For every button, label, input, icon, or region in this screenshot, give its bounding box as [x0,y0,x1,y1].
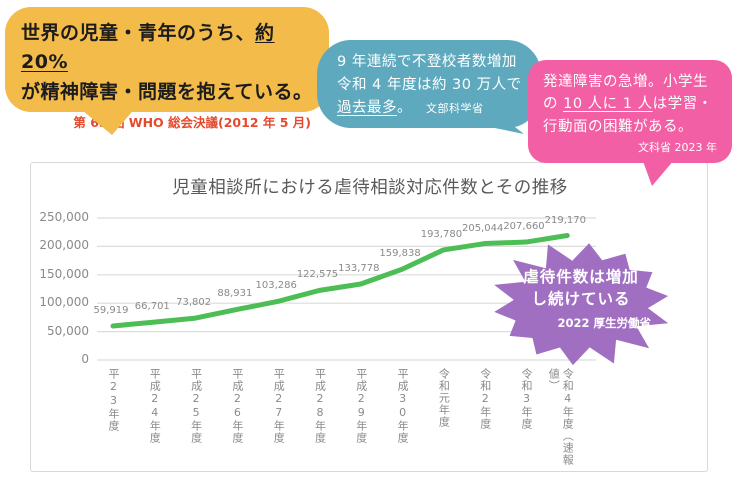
futoko-bubble-text: 9 年連続で不登校者数増加 令和 4 年度は約 30 万人で 過去最多。 文部科学… [337,51,523,121]
who-speech-bubble: 世界の児童・青年のうち、約 20% が精神障害・問題を抱えている。 第 65 回… [5,7,329,130]
futoko-bubble-tail [456,110,524,134]
data-label: 159,838 [379,248,421,260]
starburst-source-citation: 2022 厚生労働省 [557,315,651,330]
x-axis-label: 平成30年度 [396,368,410,444]
hattatsu-bubble-text: 発達障害の急増。小学生 の 10 人に 1 人は学習・ 行動面の困難がある。 [543,71,719,138]
data-label: 103,286 [255,280,297,292]
x-axis-label: 平成28年度 [313,368,327,444]
data-label: 193,780 [420,228,463,240]
starburst-line2: し続けている [531,290,631,309]
y-axis-label: 100,000 [39,295,89,310]
x-axis-label: 平成24年度 [148,368,162,444]
data-label: 122,575 [296,269,339,281]
starburst-text: 虐待件数は増加 し続けている [501,266,661,311]
hattatsu-bubble-tail [640,153,680,186]
data-label: 59,919 [93,304,129,316]
futoko-line3-underlined: 過去最多 [337,100,397,117]
data-label: 73,802 [176,297,212,309]
who-line1: 世界の児童・青年のうち、 [21,22,256,44]
x-axis-label: 平成29年度 [354,368,368,444]
data-label: 207,660 [503,221,545,233]
y-axis-label: 50,000 [47,323,89,338]
data-label: 219,170 [544,214,586,226]
who-line1-underlined: 約 20% [21,22,275,74]
x-axis-label: 令和4年度（速報値） [547,368,575,466]
hattatsu-line2-post: は学習・ [652,96,713,113]
x-axis-label: 令和元年度 [437,368,451,428]
x-axis-label: 平成25年度 [189,368,203,444]
starburst-polygon [494,243,669,366]
data-label: 66,701 [134,301,170,313]
hattatsu-line3: 行動面の困難がある。 [543,118,693,135]
starburst-line1: 虐待件数は増加 [523,268,639,286]
y-axis-label: 250,000 [39,210,89,224]
x-axis-label: 令和3年度 [520,368,533,430]
x-axis-label: 令和2年度 [478,368,492,430]
x-axis-label: 平23年度 [107,368,120,432]
x-axis-label: 平成26年度 [230,368,244,444]
data-label: 133,778 [338,263,380,274]
futoko-line3-post: 。 [397,100,412,117]
hattatsu-speech-bubble: 発達障害の急増。小学生 の 10 人に 1 人は学習・ 行動面の困難がある。 文… [528,60,732,163]
y-axis-label: 200,000 [39,238,89,253]
hattatsu-line2-underlined: 10 人に 1 人 [563,96,653,113]
abuse-cases-chart-card: 児童相談所における虐待相談対応件数とその推移 虐待件数は増加 し続けている 20… [30,162,708,472]
chart-title: 児童相談所における虐待相談対応件数とその推移 [172,178,568,198]
who-line2: が精神障害・問題を抱えている。 [21,80,313,103]
y-axis-label: 0 [81,352,89,366]
starburst-callout-shape [494,243,669,366]
starburst-callout: 虐待件数は増加 し続けている 2022 厚生労働省 [501,266,661,331]
futoko-line2: 令和 4 年度は約 30 万人で [337,77,522,94]
data-label: 88,931 [217,288,253,300]
who-bubble-text: 世界の児童・青年のうち、約 20% が精神障害・問題を抱えている。 [21,19,315,107]
chart-plot-area: 児童相談所における虐待相談対応件数とその推移 虐待件数は増加 し続けている 20… [31,163,709,473]
data-label: 205,044 [462,222,504,234]
who-source-citation: 第 65 回 WHO 総会決議(2012 年 5 月) [73,115,311,131]
trend-line [110,233,570,329]
futoko-line1: 9 年連続で不登校者数増加 [337,54,517,70]
hattatsu-source-citation: 文科省 2023 年 [638,141,717,155]
hattatsu-line2-pre: の [543,96,564,113]
y-axis-label: 150,000 [39,266,89,281]
hattatsu-line1: 発達障害の急増。小学生 [543,74,708,90]
who-bubble-tail [77,106,137,135]
futoko-speech-bubble: 9 年連続で不登校者数増加 令和 4 年度は約 30 万人で 過去最多。 文部科学… [317,40,541,128]
x-axis-label: 平成27年度 [272,368,286,444]
